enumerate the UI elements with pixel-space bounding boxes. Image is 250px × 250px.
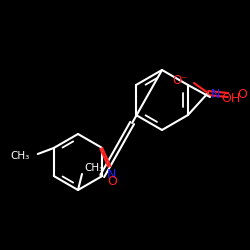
Text: N: N — [211, 88, 220, 101]
Text: O: O — [107, 175, 117, 188]
Text: CH₃: CH₃ — [10, 151, 30, 161]
Text: CH₃: CH₃ — [84, 163, 103, 173]
Text: O: O — [237, 88, 247, 102]
Text: OH: OH — [221, 92, 240, 106]
Text: N: N — [107, 168, 117, 180]
Text: O⁻: O⁻ — [172, 74, 188, 86]
